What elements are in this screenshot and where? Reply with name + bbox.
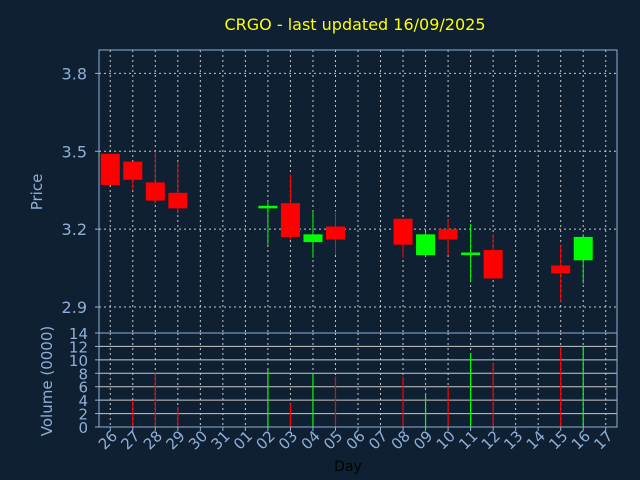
volume-tick-label: 12: [69, 338, 88, 356]
candle-05: [325, 210, 345, 256]
candle-body: [145, 182, 165, 201]
candle-02: [258, 200, 278, 245]
x-ticks: 2627282930310102030405060708091011121314…: [95, 427, 617, 453]
candle-26: [100, 153, 120, 186]
candle-16: [573, 234, 593, 284]
chart-title: CRGO - last updated 16/09/2025: [224, 15, 485, 34]
price-tick-label: 3.5: [62, 142, 87, 161]
volume-tick-label: 14: [69, 325, 88, 343]
volume-tick-label: 2: [78, 406, 88, 424]
price-panel: [100, 151, 593, 302]
candle-body: [461, 252, 481, 256]
price-axis-label: Price: [28, 174, 46, 211]
volume-axis-label: Volume (0000): [38, 326, 56, 436]
candle-12: [483, 234, 503, 279]
candle-08: [393, 218, 413, 258]
x-axis-label: Day: [334, 459, 362, 475]
candle-body: [483, 249, 503, 279]
price-y-ticks: 2.9 3.2 3.5 3.8: [62, 64, 99, 317]
candle-body: [438, 229, 458, 240]
volume-tick-label: 6: [78, 379, 88, 397]
candle-body: [551, 265, 571, 274]
candle-10: [438, 218, 458, 256]
candle-body: [280, 203, 300, 237]
candle-28: [145, 151, 165, 204]
volume-tick-label: 0: [78, 419, 88, 437]
volume-tick-label: 10: [69, 352, 88, 370]
candle-body: [303, 234, 323, 243]
candle-body: [325, 226, 345, 240]
candle-27: [123, 161, 143, 191]
volume-tick-label: 8: [78, 365, 88, 383]
volume-panel: [132, 346, 584, 427]
candle-03: [280, 174, 300, 240]
price-tick-label: 3.2: [62, 220, 87, 239]
candle-body: [393, 218, 413, 245]
candle-body: [123, 161, 143, 180]
candle-11: [461, 223, 481, 282]
candle-09: [416, 231, 436, 256]
price-tick-label: 3.8: [62, 64, 87, 83]
candle-body: [573, 236, 593, 261]
candle-04: [303, 210, 323, 258]
candle-body: [416, 234, 436, 256]
volume-tick-label: 4: [78, 392, 88, 410]
price-tick-label: 2.9: [62, 298, 87, 317]
candle-body: [168, 192, 188, 209]
candle-29: [168, 161, 188, 214]
candle-body: [100, 153, 120, 186]
candle-body: [258, 205, 278, 209]
candle-15: [551, 244, 571, 302]
